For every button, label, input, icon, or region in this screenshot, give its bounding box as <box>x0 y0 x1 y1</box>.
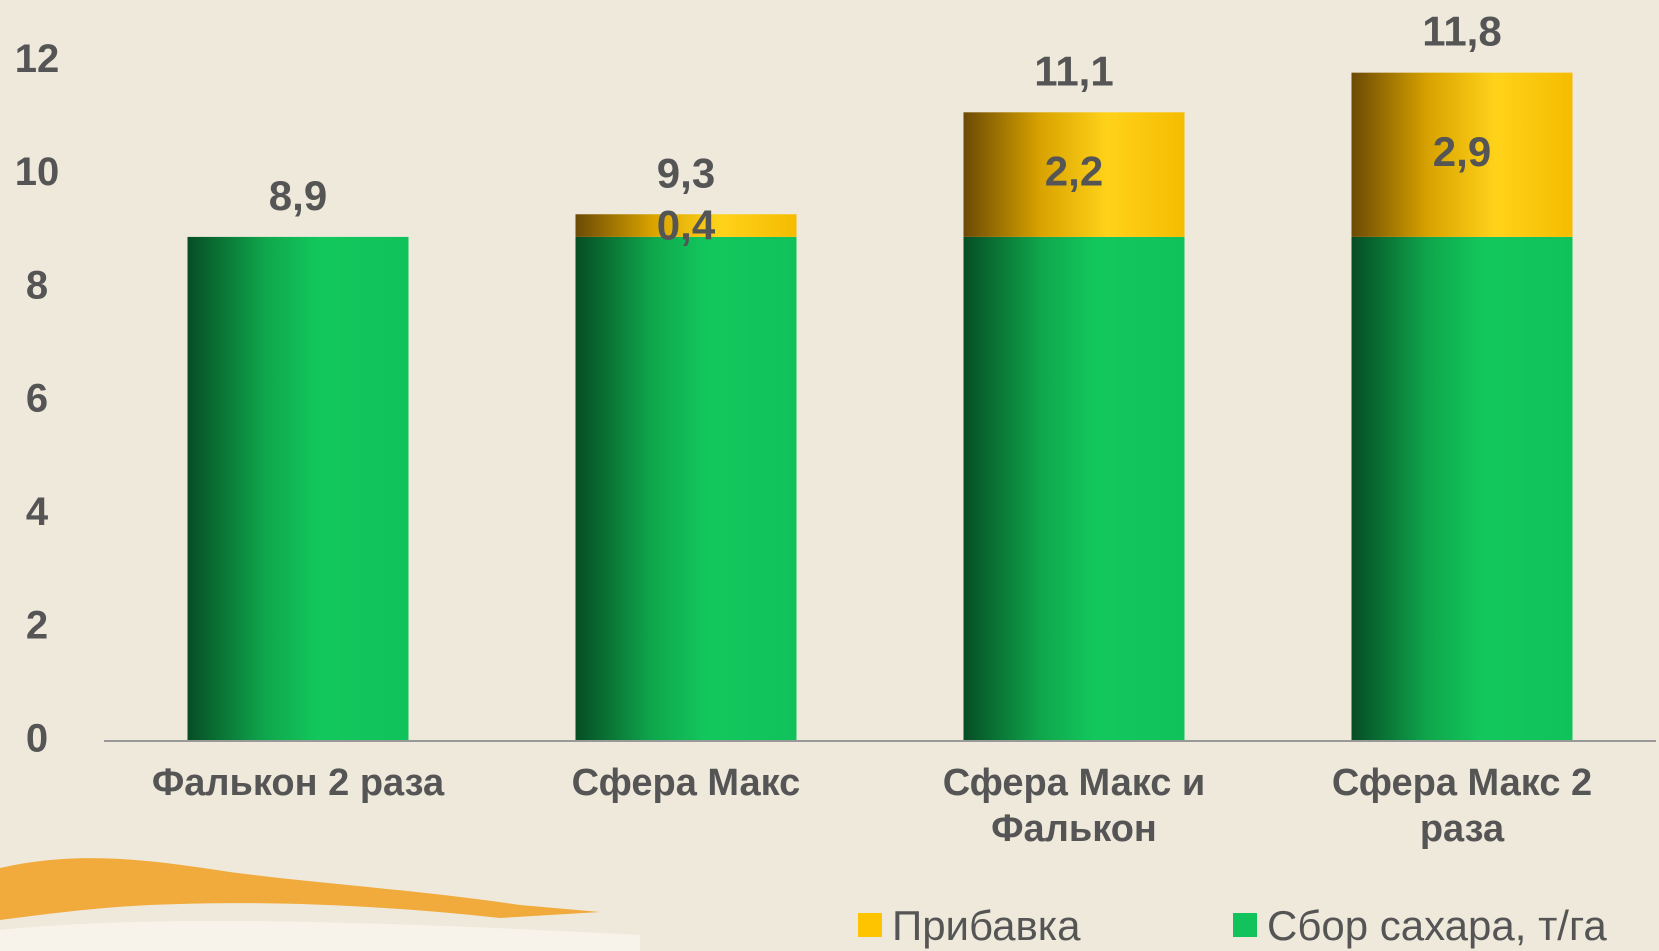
bar-segment <box>963 112 1185 237</box>
y-tick-label: 8 <box>26 263 48 307</box>
total-label: 8,9 <box>269 172 327 219</box>
segment-label: 2,9 <box>1433 128 1491 175</box>
y-tick-label: 4 <box>26 490 49 534</box>
segment-label: 0,4 <box>657 201 716 248</box>
x-tick-label: Сфера Макс и Фалькон <box>942 762 1206 850</box>
bar-segment <box>1351 236 1573 741</box>
y-tick-label: 6 <box>26 377 48 421</box>
brush-decoration <box>0 920 640 951</box>
y-tick-label: 12 <box>15 37 60 81</box>
bar-segment <box>187 236 409 741</box>
total-label: 9,3 <box>657 149 715 196</box>
x-tick-label: Сфера Макс 2 раза <box>1331 762 1593 850</box>
bar-segment <box>575 236 797 741</box>
bar-segment <box>575 214 797 237</box>
total-label: 11,1 <box>1034 47 1113 94</box>
legend-label: Сбор сахара, т/га <box>1267 902 1607 949</box>
total-label: 11,8 <box>1422 8 1501 55</box>
bar-segment <box>1351 72 1573 237</box>
brush-decoration <box>0 858 600 920</box>
x-tick-label: Фалькон 2 раза <box>151 762 445 804</box>
x-tick-label: Сфера Макс <box>571 762 801 804</box>
bar-segment <box>963 236 1185 741</box>
legend-label: Прибавка <box>892 902 1081 949</box>
legend-swatch <box>858 913 882 937</box>
segment-label: 2,2 <box>1045 148 1103 195</box>
y-tick-label: 2 <box>26 603 48 647</box>
y-tick-label: 10 <box>15 150 60 194</box>
y-tick-label: 0 <box>26 717 48 761</box>
legend-swatch <box>1233 913 1257 937</box>
